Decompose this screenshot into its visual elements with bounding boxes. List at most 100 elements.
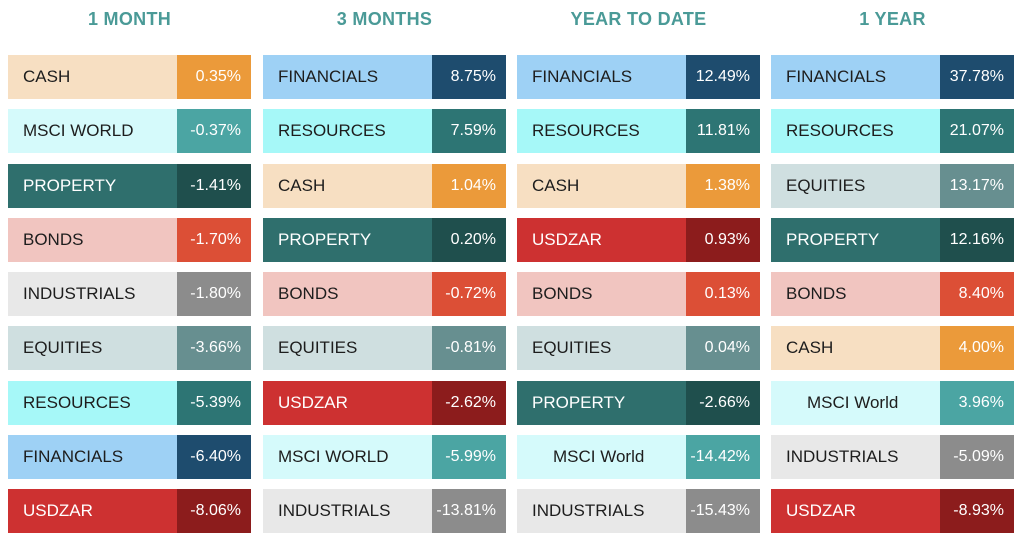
column-1-month: 1 MONTH CASH 0.35% MSCI WORLD -0.37% PROPERT… <box>8 0 251 533</box>
return-value: 8.40% <box>940 272 1014 316</box>
return-value: -15.43% <box>686 489 760 533</box>
return-value: 0.35% <box>177 55 251 99</box>
asset-label: CASH <box>8 55 177 99</box>
asset-label: PROPERTY <box>263 217 432 262</box>
column-1-year: 1 YEAR FINANCIALS 37.78% RESOURCES 21.07% EQ… <box>771 0 1014 533</box>
asset-label: RESOURCES <box>263 109 432 154</box>
asset-label: MSCI World <box>771 380 940 425</box>
table-row: EQUITIES -0.81% <box>263 326 506 371</box>
asset-label: USDZAR <box>517 217 686 262</box>
return-value: -5.99% <box>432 434 506 479</box>
table-row: RESOURCES 7.59% <box>263 109 506 154</box>
column-year-to-date: YEAR TO DATE FINANCIALS 12.49% RESOURCES 11… <box>517 0 760 533</box>
asset-label: RESOURCES <box>771 109 940 154</box>
table-row: USDZAR 0.93% <box>517 217 760 262</box>
table-row: RESOURCES 21.07% <box>771 109 1014 154</box>
table-row: USDZAR -8.06% <box>8 489 251 533</box>
return-value: 0.13% <box>686 272 760 316</box>
return-value: -1.80% <box>177 272 251 316</box>
asset-label: INDUSTRIALS <box>771 434 940 479</box>
return-value: 8.75% <box>432 55 506 99</box>
table-row: MSCI World 3.96% <box>771 380 1014 425</box>
table-row: PROPERTY -1.41% <box>8 163 251 208</box>
table-row: FINANCIALS 12.49% <box>517 55 760 99</box>
return-value: 7.59% <box>432 109 506 154</box>
table-row: RESOURCES 11.81% <box>517 109 760 154</box>
table-row: BONDS -0.72% <box>263 272 506 316</box>
return-value: 3.96% <box>940 380 1014 425</box>
asset-label: EQUITIES <box>771 163 940 208</box>
return-value: -2.62% <box>432 380 506 425</box>
asset-label: PROPERTY <box>8 163 177 208</box>
asset-label: PROPERTY <box>517 380 686 425</box>
column-header: YEAR TO DATE <box>570 9 707 29</box>
return-value: 13.17% <box>940 163 1014 208</box>
asset-label: EQUITIES <box>263 326 432 371</box>
table-row: MSCI World -14.42% <box>517 434 760 479</box>
table-row: MSCI WORLD -0.37% <box>8 109 251 154</box>
asset-label: BONDS <box>8 217 177 262</box>
return-value: 0.04% <box>686 326 760 371</box>
table-row: INDUSTRIALS -15.43% <box>517 489 760 533</box>
table-row: CASH 1.38% <box>517 163 760 208</box>
asset-label: INDUSTRIALS <box>263 489 432 533</box>
asset-label: FINANCIALS <box>263 55 432 99</box>
asset-label: BONDS <box>517 272 686 316</box>
table-row: INDUSTRIALS -1.80% <box>8 272 251 316</box>
table-row: PROPERTY 12.16% <box>771 217 1014 262</box>
table-row: RESOURCES -5.39% <box>8 380 251 425</box>
return-value: -13.81% <box>432 489 506 533</box>
table-row: EQUITIES 13.17% <box>771 163 1014 208</box>
column-header: 1 YEAR <box>859 9 926 29</box>
return-value: -1.70% <box>177 217 251 262</box>
table-row: PROPERTY -2.66% <box>517 380 760 425</box>
table-row: EQUITIES 0.04% <box>517 326 760 371</box>
table-row: BONDS 8.40% <box>771 272 1014 316</box>
return-value: -6.40% <box>177 434 251 479</box>
asset-label: CASH <box>517 163 686 208</box>
asset-label: CASH <box>263 163 432 208</box>
asset-label: MSCI WORLD <box>8 109 177 154</box>
asset-label: EQUITIES <box>8 326 177 371</box>
table-row: FINANCIALS 8.75% <box>263 55 506 99</box>
asset-label: USDZAR <box>771 489 940 533</box>
asset-label: RESOURCES <box>8 380 177 425</box>
table-row: BONDS 0.13% <box>517 272 760 316</box>
table-row: BONDS -1.70% <box>8 217 251 262</box>
asset-label: FINANCIALS <box>517 55 686 99</box>
column-header: 1 MONTH <box>87 9 172 29</box>
asset-label: USDZAR <box>263 380 432 425</box>
return-value: -5.09% <box>940 434 1014 479</box>
return-value: -8.06% <box>177 489 251 533</box>
return-value: 37.78% <box>940 55 1014 99</box>
return-value: -0.72% <box>432 272 506 316</box>
return-value: -3.66% <box>177 326 251 371</box>
return-value: -0.81% <box>432 326 506 371</box>
table-row: FINANCIALS 37.78% <box>771 55 1014 99</box>
asset-label: MSCI WORLD <box>263 434 432 479</box>
return-value: -0.37% <box>177 109 251 154</box>
return-value: -2.66% <box>686 380 760 425</box>
asset-label: INDUSTRIALS <box>8 272 177 316</box>
asset-label: USDZAR <box>8 489 177 533</box>
table-row: USDZAR -8.93% <box>771 489 1014 533</box>
table-row: PROPERTY 0.20% <box>263 217 506 262</box>
table-row: CASH 0.35% <box>8 55 251 99</box>
table-row: INDUSTRIALS -5.09% <box>771 434 1014 479</box>
asset-label: BONDS <box>771 272 940 316</box>
table-row: INDUSTRIALS -13.81% <box>263 489 506 533</box>
asset-label: MSCI World <box>517 434 686 479</box>
asset-label: FINANCIALS <box>771 55 940 99</box>
asset-label: FINANCIALS <box>8 434 177 479</box>
return-value: 1.38% <box>686 163 760 208</box>
return-value: -5.39% <box>177 380 251 425</box>
table-row: USDZAR -2.62% <box>263 380 506 425</box>
return-value: 12.16% <box>940 217 1014 262</box>
table-row: FINANCIALS -6.40% <box>8 434 251 479</box>
asset-label: RESOURCES <box>517 109 686 154</box>
asset-label: PROPERTY <box>771 217 940 262</box>
table-row: MSCI WORLD -5.99% <box>263 434 506 479</box>
column-3-months: 3 MONTHS FINANCIALS 8.75% RESOURCES 7.59% CA… <box>263 0 506 533</box>
return-value: -1.41% <box>177 163 251 208</box>
asset-label: CASH <box>771 326 940 371</box>
